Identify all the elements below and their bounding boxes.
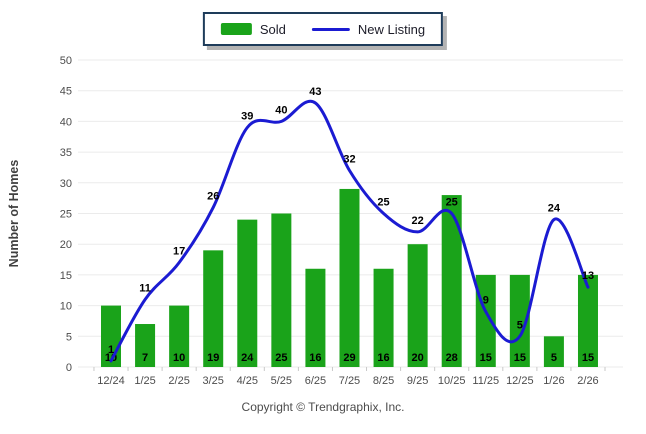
bar — [339, 188, 360, 367]
bar-value-label: 10 — [173, 352, 185, 364]
y-tick-label: 25 — [60, 209, 72, 221]
x-tick-label: 2/26 — [577, 375, 598, 387]
x-tick-label: 1/25 — [134, 375, 155, 387]
x-tick-label: 2/25 — [168, 375, 189, 387]
line-value-label: 1 — [108, 344, 114, 356]
bar — [169, 305, 190, 367]
line-value-label: 26 — [207, 190, 219, 202]
bar — [203, 250, 224, 367]
sold-swatch-icon — [220, 23, 252, 35]
x-tick-label: 5/25 — [271, 375, 292, 387]
legend-label-sold: Sold — [259, 21, 286, 37]
bar — [407, 244, 428, 367]
bar — [135, 324, 156, 367]
bar — [373, 268, 394, 367]
y-tick-label: 45 — [60, 86, 72, 98]
y-tick-label: 5 — [66, 331, 72, 343]
line-value-label: 11 — [139, 282, 151, 294]
line-value-label: 32 — [343, 154, 355, 166]
y-tick-label: 40 — [60, 116, 72, 128]
y-tick-label: 20 — [60, 239, 72, 251]
line-value-label: 40 — [275, 104, 287, 116]
line-value-label: 43 — [309, 86, 321, 98]
line-value-label: 17 — [173, 246, 185, 258]
bar-value-label: 20 — [412, 352, 424, 364]
bar — [305, 268, 326, 367]
bar-value-label: 19 — [207, 352, 219, 364]
y-tick-label: 10 — [60, 301, 72, 313]
x-tick-label: 4/25 — [237, 375, 258, 387]
bar-value-label: 15 — [582, 352, 594, 364]
chart-area: 0 5 10 15 20 25 30 35 40 45 50 10 7 10 19 24 25 16 29 16 20 2… — [7, 55, 623, 387]
line-series-path — [109, 99, 590, 363]
bar — [509, 274, 530, 367]
line-value-label: 22 — [412, 215, 424, 227]
legend-item-new-listing: New Listing — [311, 21, 426, 37]
line-value-label: 9 — [483, 295, 489, 307]
bar-value-label: 7 — [142, 352, 148, 364]
bar-value-label: 25 — [275, 352, 287, 364]
y-tick-label: 35 — [60, 147, 72, 159]
y-tick-label: 30 — [60, 178, 72, 190]
bar-value-label: 29 — [343, 352, 355, 364]
x-tick-label: 7/25 — [339, 375, 360, 387]
bar-value-label: 16 — [377, 352, 389, 364]
x-tick-label: 9/25 — [407, 375, 428, 387]
line-value-label: 24 — [548, 203, 561, 215]
x-tick-label: 8/25 — [373, 375, 394, 387]
bar-value-label: 15 — [480, 352, 492, 364]
bar-value-label: 24 — [241, 352, 254, 364]
x-tick-label: 10/25 — [438, 375, 466, 387]
x-tick-label: 1/26 — [543, 375, 564, 387]
copyright-text: Copyright © Trendgraphix, Inc. — [241, 400, 405, 414]
x-tick-label: 6/25 — [305, 375, 326, 387]
bar-value-label: 5 — [551, 352, 557, 364]
legend-item-sold: Sold — [220, 21, 286, 37]
line-value-label: 39 — [241, 111, 253, 123]
chart-legend: Sold New Listing — [202, 12, 444, 46]
line-value-label: 13 — [582, 270, 594, 282]
x-tick-label: 12/24 — [97, 375, 125, 387]
bar-value-label: 28 — [446, 352, 458, 364]
bar — [237, 219, 258, 367]
legend-label-new-listing: New Listing — [357, 21, 426, 37]
x-tick-label: 3/25 — [202, 375, 223, 387]
y-tick-label: 15 — [60, 270, 72, 282]
y-tick-label: 50 — [60, 55, 72, 67]
x-tick-label: 12/25 — [506, 375, 534, 387]
x-tick-label: 11/25 — [472, 375, 499, 387]
line-value-label: 25 — [446, 197, 458, 209]
line-value-label: 25 — [377, 197, 389, 209]
line-value-label: 5 — [517, 319, 523, 331]
bar — [271, 213, 292, 367]
y-axis-title: Number of Homes — [7, 160, 21, 268]
bar — [441, 195, 462, 367]
bar-value-label: 15 — [514, 352, 526, 364]
bar — [543, 336, 564, 367]
bar-value-label: 16 — [309, 352, 321, 364]
bar — [577, 274, 598, 367]
new-listing-line-icon — [311, 27, 350, 31]
y-tick-label: 0 — [66, 362, 72, 374]
